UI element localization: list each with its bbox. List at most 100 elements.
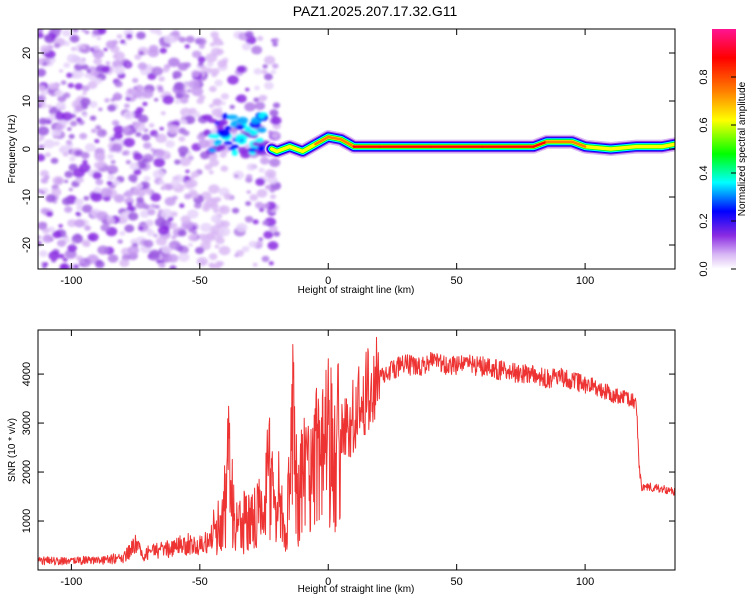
spectrogram-noise-cell xyxy=(188,227,195,233)
spectrogram-noise-cell xyxy=(107,254,119,263)
spectrogram-noise-cell xyxy=(117,239,123,244)
spectrogram-noise-cell xyxy=(126,88,135,95)
spectrogram-hot-cell xyxy=(251,118,260,124)
spectrogram-noise-cell xyxy=(248,240,257,248)
spectrogram-noise-cell xyxy=(187,179,198,188)
spectrogram-ytick-label: -20 xyxy=(21,237,33,253)
spectrogram-noise-cell xyxy=(156,259,162,264)
spectrogram-noise-cell xyxy=(126,205,135,213)
spectrogram-noise-cell xyxy=(81,64,89,70)
spectrogram-noise-cell xyxy=(185,169,190,174)
spectrogram-noise-cell xyxy=(142,89,154,99)
spectrogram-noise-cell xyxy=(97,245,109,255)
spectrogram-noise-cell xyxy=(146,230,155,237)
spectrogram-noise-cell xyxy=(223,193,233,200)
spectrogram-noise-cell xyxy=(59,69,64,73)
spectrogram-noise-cell xyxy=(61,197,72,206)
spectrogram-noise-cell xyxy=(98,107,103,112)
spectrogram-noise-cell xyxy=(80,97,91,107)
spectrogram-noise-cell xyxy=(198,94,206,101)
spectrogram-noise-cell xyxy=(38,85,46,92)
snr-ytick-label: 1000 xyxy=(21,509,33,533)
spectrogram-noise-cell xyxy=(266,208,272,214)
spectrogram-noise-cell xyxy=(205,67,213,74)
spectrogram-noise-cell xyxy=(93,186,102,194)
spectrogram-noise-cell xyxy=(57,95,67,103)
spectrogram-ytick-label: 10 xyxy=(21,95,33,107)
figure-title: PAZ1.2025.207.17.32.G11 xyxy=(293,3,458,19)
spectrogram-noise-cell xyxy=(150,147,156,153)
spectrogram-noise-cell xyxy=(59,263,70,269)
spectrogram-noise-cell xyxy=(198,44,205,49)
spectrogram-noise-cell xyxy=(136,31,146,40)
spectrogram-noise-cell xyxy=(157,86,163,90)
spectrogram-noise-cell xyxy=(105,40,117,49)
spectrogram-noise-cell xyxy=(190,171,200,178)
spectrogram-noise-cell xyxy=(191,50,202,59)
spectrogram-noise-cell xyxy=(82,113,88,118)
spectrogram-noise-cell xyxy=(65,139,73,145)
spectrogram-noise-cell xyxy=(80,151,90,159)
spectrogram-noise-cell xyxy=(272,42,278,47)
spectrogram-noise-cell xyxy=(234,253,239,258)
spectrogram-noise-cell xyxy=(100,223,110,232)
spectrogram-hot-cell xyxy=(218,129,231,138)
spectrogram-noise-cell xyxy=(165,183,174,191)
spectrogram-noise-cell xyxy=(143,128,149,133)
spectrogram-noise-cell xyxy=(133,153,143,161)
spectrogram-noise-cell xyxy=(257,240,263,245)
spectrogram-hot-cell xyxy=(237,146,248,154)
spectrogram-noise-cell xyxy=(66,72,73,78)
spectrogram-hot-cell xyxy=(234,136,242,143)
spectrogram-noise-cell xyxy=(96,128,107,138)
spectrogram-noise-cell xyxy=(38,153,46,162)
colorbar-gradient xyxy=(712,29,736,269)
spectrogram-noise-cell xyxy=(40,45,51,54)
spectrogram-noise-cell xyxy=(269,194,277,200)
spectrogram-noise-cell xyxy=(58,146,67,153)
spectrogram-noise-cell xyxy=(265,201,277,210)
spectrogram-noise-cell xyxy=(113,125,124,134)
spectrogram-noise-cell xyxy=(113,131,123,140)
spectrogram-noise-cell xyxy=(187,242,194,248)
spectrogram-hot-cell xyxy=(216,144,226,151)
spectrogram-noise-cell xyxy=(123,137,135,148)
spectrogram-noise-cell xyxy=(273,38,279,43)
spectrogram-noise-cell xyxy=(56,239,67,247)
spectrogram-noise-cell xyxy=(123,110,135,120)
spectrogram-noise-cell xyxy=(82,91,87,96)
spectrogram-noise-cell xyxy=(135,132,142,138)
spectrogram-noise-cell xyxy=(214,79,223,87)
spectrogram-noise-cell xyxy=(113,65,125,75)
spectrogram-noise-cell xyxy=(124,224,135,233)
spectrogram-noise-cell xyxy=(244,215,254,223)
spectrogram-noise-cell xyxy=(62,152,69,157)
spectrogram-noise-cell xyxy=(187,209,199,219)
spectrogram-noise-cell xyxy=(231,207,240,214)
spectrogram-noise-cell xyxy=(208,85,217,93)
spectrogram-hot-cell xyxy=(257,127,267,133)
spectrogram-noise-cell xyxy=(251,45,263,55)
spectrogram-noise-cell xyxy=(271,63,279,69)
spectrogram-noise-cell xyxy=(74,63,84,71)
spectrogram-noise-cell xyxy=(93,45,100,51)
spectrogram-noise-cell xyxy=(127,212,139,221)
spectrogram-hot-cell xyxy=(231,149,238,156)
spectrogram-noise-cell xyxy=(67,219,77,228)
spectrogram-noise-cell xyxy=(38,144,45,150)
spectrogram-noise-cell xyxy=(136,106,144,114)
spectrogram-noise-cell xyxy=(197,56,206,63)
spectrogram-noise-cell xyxy=(95,178,104,186)
spectrogram-noise-cell xyxy=(229,127,238,134)
spectrogram-noise-cell xyxy=(194,246,205,255)
spectrogram-noise-cell xyxy=(134,54,142,60)
colorbar-tick-label: 0.8 xyxy=(698,69,710,84)
spectrogram-noise-cell xyxy=(50,29,62,34)
spectrogram-noise-cell xyxy=(52,175,65,186)
spectrogram-ytick-label: -10 xyxy=(21,189,33,205)
spectrogram-noise-cell xyxy=(267,241,279,250)
spectrogram-noise-cell xyxy=(63,62,71,68)
spectrogram-noise-cell xyxy=(95,125,102,130)
spectrogram-noise-cell xyxy=(214,244,220,249)
spectrogram-noise-cell xyxy=(184,44,190,49)
